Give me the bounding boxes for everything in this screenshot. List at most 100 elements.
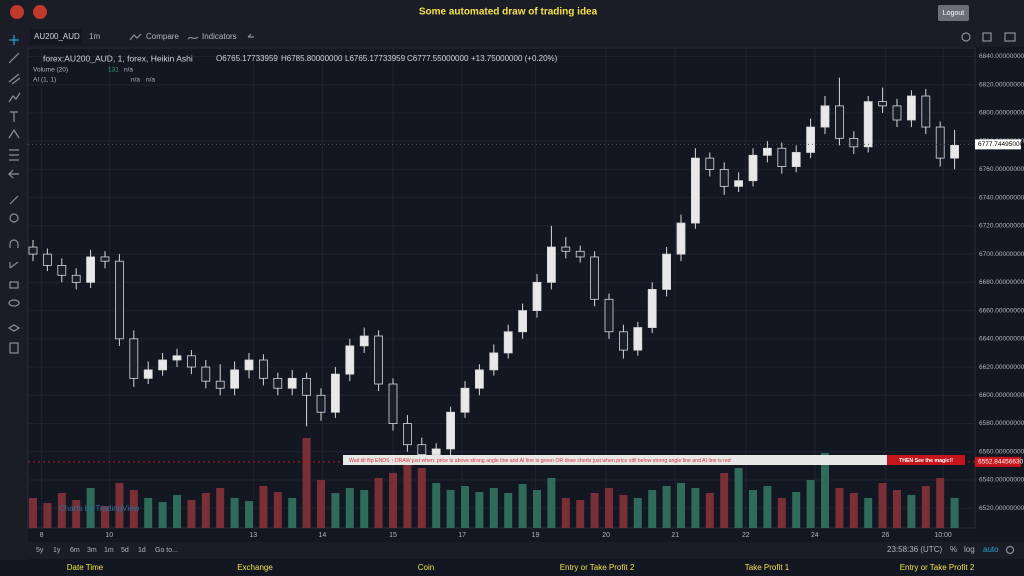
candle-body xyxy=(806,126,815,153)
range-button[interactable]: 1d xyxy=(138,547,146,554)
footer: Date Time Exchange Coin Entry or Take Profi… xyxy=(67,563,975,572)
volume-bar xyxy=(201,493,210,528)
layers-tool[interactable] xyxy=(7,324,21,332)
y-tick-label: 6600.00000000 xyxy=(979,392,1024,399)
logo-icon xyxy=(33,5,47,19)
candle-body xyxy=(863,101,873,148)
line-tool[interactable] xyxy=(8,52,20,64)
candle-body xyxy=(388,383,398,424)
magnet-tool[interactable] xyxy=(9,239,19,248)
range-buttons: 5y 1y 6m 3m 1m 5d 1d Go to... xyxy=(36,547,178,554)
zoom-tool[interactable] xyxy=(9,213,19,223)
volume-bar xyxy=(648,490,657,528)
footer-column: Coin xyxy=(418,563,434,572)
candle-body xyxy=(705,157,715,170)
ruler-tool[interactable] xyxy=(9,195,19,205)
candle-body xyxy=(302,377,312,396)
range-button[interactable]: 1m xyxy=(104,547,114,554)
x-tick-label: 10 xyxy=(105,532,113,539)
range-button[interactable]: 1y xyxy=(53,547,61,554)
x-tick-label: 17 xyxy=(458,532,466,539)
range-button[interactable]: Go to... xyxy=(155,547,178,554)
percent-toggle[interactable]: % xyxy=(950,545,957,554)
candle-body xyxy=(575,250,585,258)
candle-body xyxy=(763,147,772,156)
candle-body xyxy=(950,145,959,159)
x-tick-label: 13 xyxy=(249,532,257,539)
settings-button[interactable] xyxy=(961,32,971,42)
candle-body xyxy=(402,423,412,446)
symbol-input[interactable]: AU200_AUD xyxy=(34,32,80,41)
volume-bar xyxy=(144,498,153,528)
logout-button[interactable] xyxy=(938,5,969,21)
text-tool[interactable] xyxy=(10,111,18,122)
legend-ai-na: n/a xyxy=(146,77,155,84)
snapshot-button[interactable] xyxy=(1004,32,1016,42)
symbol-box[interactable] xyxy=(30,29,82,45)
interval-button[interactable]: 1m xyxy=(89,32,100,41)
y-tick-label: 6840.00000000 xyxy=(979,53,1024,60)
visibility-tool[interactable] xyxy=(8,299,20,307)
pattern-tool[interactable] xyxy=(8,92,21,103)
candle-body xyxy=(791,152,801,167)
x-tick-label: 10:00 xyxy=(934,532,952,539)
range-button[interactable]: 5d xyxy=(121,547,129,554)
legend-close: C6777.55000000 xyxy=(407,54,469,63)
range-button[interactable]: 3m xyxy=(87,547,97,554)
page-title: Some automated draw of trading idea xyxy=(419,7,598,18)
volume-bar xyxy=(302,438,311,528)
compare-button[interactable]: Compare xyxy=(146,32,179,41)
draw-mode-tool[interactable] xyxy=(9,261,19,269)
x-tick-label: 24 xyxy=(811,532,819,539)
volume-bar xyxy=(590,493,599,528)
log-toggle[interactable]: log xyxy=(964,545,975,554)
candle-body xyxy=(503,331,513,354)
volume-bar xyxy=(475,492,484,528)
volume-bar xyxy=(835,488,844,528)
candle-body xyxy=(489,352,499,371)
volume-bar xyxy=(374,478,383,528)
candle-body xyxy=(835,105,844,139)
undo-button[interactable] xyxy=(247,33,254,38)
indicators-button[interactable]: Indicators xyxy=(202,32,237,41)
candle-body xyxy=(287,377,297,389)
range-button[interactable]: 5y xyxy=(36,547,44,554)
compare-icon xyxy=(129,33,142,41)
range-button[interactable]: 6m xyxy=(70,547,80,554)
volume-bar xyxy=(633,498,642,528)
annotation-text: Wait till flip ENDS ↑ DRAW just when: pr… xyxy=(349,458,731,464)
volume-bar xyxy=(403,458,412,528)
candle-body xyxy=(619,331,628,351)
crosshair-tool[interactable] xyxy=(9,35,19,45)
volume-bar xyxy=(821,453,829,528)
shape-tool[interactable] xyxy=(8,128,20,139)
volume-bar xyxy=(691,488,700,528)
candle-body xyxy=(345,345,355,375)
candle-body xyxy=(57,265,67,276)
volume-bar xyxy=(849,493,858,528)
candle-body xyxy=(734,180,743,187)
candle-body xyxy=(215,380,225,389)
x-tick-label: 21 xyxy=(671,532,679,539)
header-bar xyxy=(0,0,1024,27)
volume-bar xyxy=(921,486,930,528)
lock-tool[interactable] xyxy=(9,281,19,289)
fib-tool[interactable] xyxy=(8,73,21,85)
volume-bar xyxy=(417,468,426,528)
volume-bar xyxy=(936,478,945,528)
fullscreen-button[interactable] xyxy=(982,32,992,42)
volume-bar xyxy=(605,488,613,528)
logout-label[interactable]: Logout xyxy=(943,10,964,17)
candle-body xyxy=(201,366,211,382)
scale-settings[interactable] xyxy=(1005,545,1015,555)
y-tick-label: 6680.00000000 xyxy=(979,279,1024,286)
back-tool[interactable] xyxy=(7,169,19,179)
trash-tool[interactable] xyxy=(9,342,19,354)
footer-column: Entry or Take Profit 2 xyxy=(560,563,635,572)
auto-toggle[interactable]: auto xyxy=(983,545,999,554)
measure-tool[interactable] xyxy=(9,149,19,161)
volume-bar xyxy=(158,502,167,528)
volume-bar xyxy=(576,500,585,528)
legend-volume-value: 131 xyxy=(108,67,119,74)
